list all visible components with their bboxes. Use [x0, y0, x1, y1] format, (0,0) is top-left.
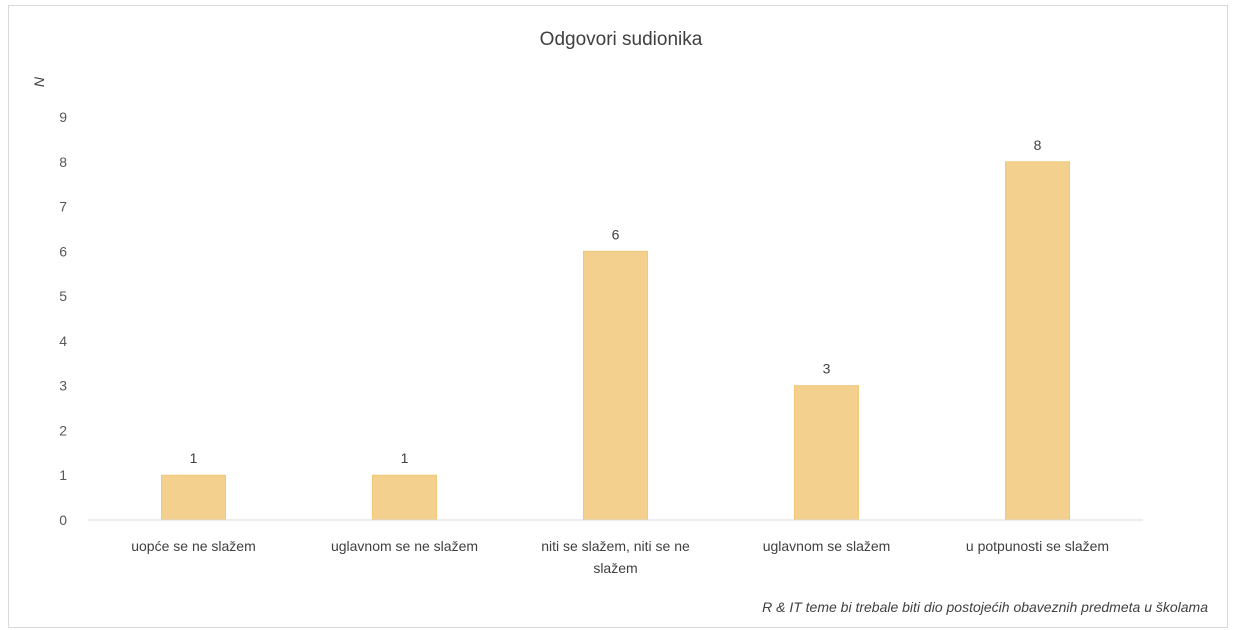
bar: [1005, 161, 1070, 521]
y-tick-label: 2: [59, 422, 67, 438]
y-tick-label: 4: [59, 333, 67, 349]
category-label: niti se slažem, niti se ne: [541, 538, 690, 554]
data-label: 3: [823, 361, 831, 377]
data-label: 8: [1034, 137, 1042, 153]
data-label: 6: [612, 226, 620, 242]
bars: [161, 161, 1070, 521]
data-label: 1: [190, 450, 198, 466]
y-tick-label: 6: [59, 243, 67, 259]
y-tick-label: 0: [59, 512, 67, 528]
category-label: uglavnom se ne slažem: [331, 538, 478, 554]
category-label: u potpunosti se slažem: [966, 538, 1109, 554]
x-axis-label: R & IT teme bi trebale biti dio postojeć…: [762, 599, 1208, 615]
y-tick-label: 1: [59, 467, 67, 483]
data-labels: 1 1 6 3 8: [190, 137, 1042, 466]
bar: [794, 385, 859, 521]
y-axis-label: N: [31, 76, 47, 87]
chart-title: Odgovori sudionika: [540, 29, 703, 50]
category-label: slažem: [593, 560, 637, 576]
y-tick-label: 7: [59, 199, 67, 215]
y-axis-ticks: 0 1 2 3 4 5 6 7 8 9: [59, 109, 67, 528]
y-tick-label: 3: [59, 378, 67, 394]
category-label: uglavnom se slažem: [763, 538, 891, 554]
category-labels: uopće se ne slažem uglavnom se ne slažem n…: [131, 538, 1109, 576]
y-tick-label: 5: [59, 288, 67, 304]
bar: [161, 474, 226, 521]
category-label: uopće se ne slažem: [131, 538, 256, 554]
bar: [583, 250, 648, 521]
y-tick-label: 8: [59, 154, 67, 170]
bar: [372, 474, 437, 521]
data-label: 1: [401, 450, 409, 466]
y-tick-label: 9: [59, 109, 67, 125]
